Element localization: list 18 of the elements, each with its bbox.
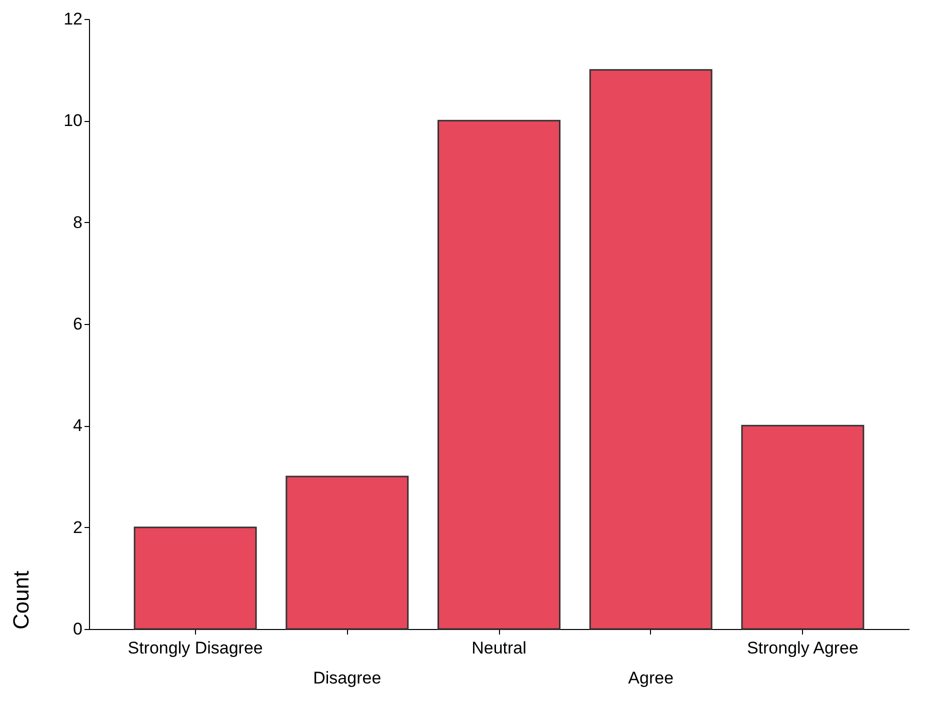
x-tick-label: Agree: [628, 668, 674, 688]
y-tick-label: 12: [64, 10, 82, 28]
bar: [134, 526, 257, 630]
y-tick-label: 4: [73, 416, 82, 436]
y-tick-label: 0: [73, 620, 82, 638]
y-tick-label: 6: [73, 314, 82, 334]
x-tick-label: Strongly Agree: [746, 638, 858, 658]
y-tick-label: 8: [73, 212, 82, 232]
y-tick-label: 10: [64, 111, 82, 130]
x-tick-label: Neutral: [472, 638, 526, 658]
bar: [589, 69, 712, 630]
x-tick-label: Strongly Disagree: [128, 638, 263, 658]
bar: [438, 120, 560, 630]
bar: [286, 476, 409, 630]
y-tick-label: 2: [73, 518, 82, 537]
bar: [741, 424, 864, 630]
y-axis-title: Count: [8, 570, 34, 630]
x-tick-label: Disagree: [313, 668, 382, 688]
